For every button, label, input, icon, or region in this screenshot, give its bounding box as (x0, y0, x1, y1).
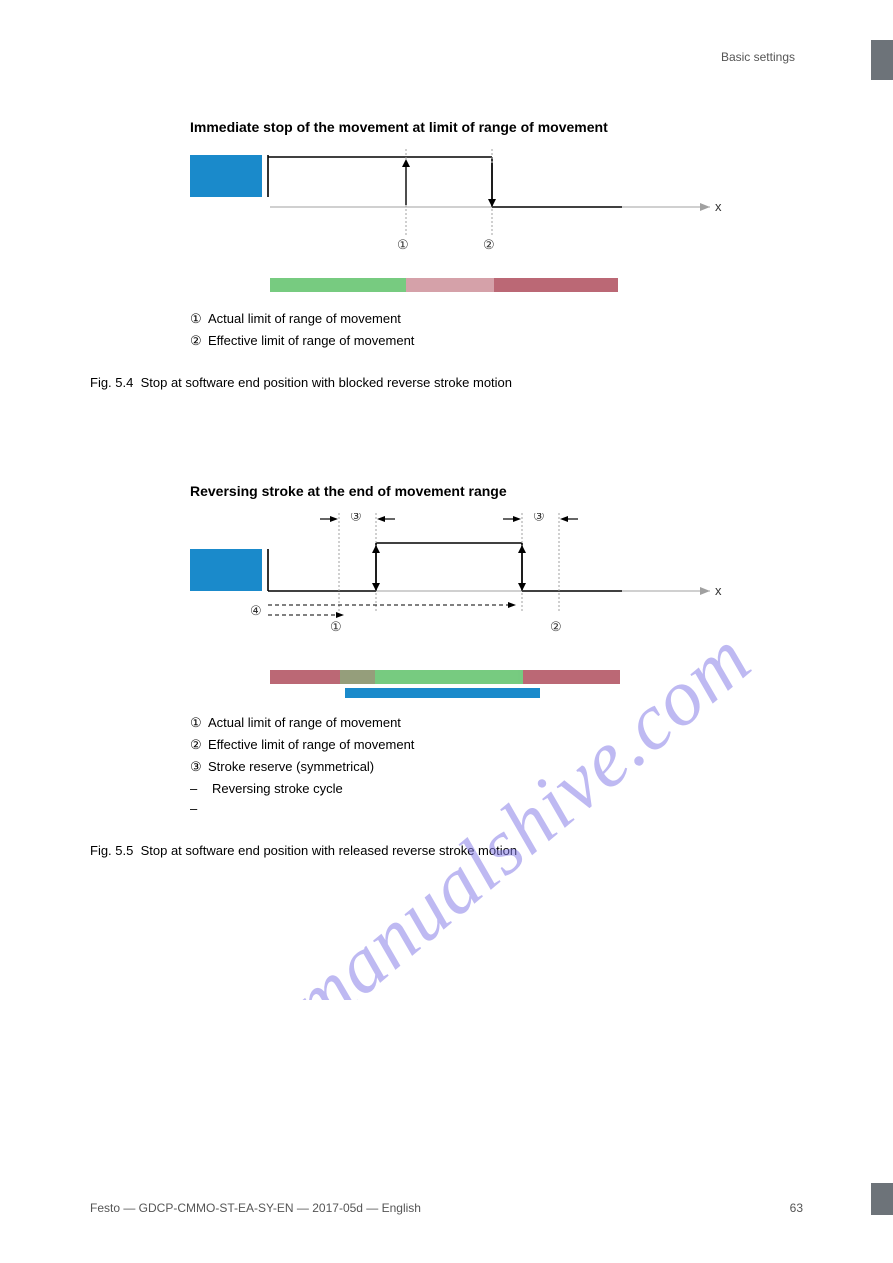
fig1-diagram: x ① ② (190, 149, 720, 303)
svg-text:①: ① (330, 619, 342, 634)
page-head: Basic settings (90, 50, 803, 64)
fig1-legend-2: ② Effective limit of range of movement (190, 331, 803, 351)
thumb-index-bottom (871, 1183, 893, 1215)
fig2-title: Reversing stroke at the end of movement … (190, 483, 803, 499)
fig1-legend: ① Actual limit of range of movement ② Ef… (190, 309, 803, 351)
footer-right: 63 (790, 1201, 803, 1215)
svg-text:②: ② (483, 237, 495, 252)
fig2-bars (190, 668, 730, 702)
fig1-legend-1: ① Actual limit of range of movement (190, 309, 803, 329)
fig2-legend-1: ① Actual limit of range of movement (190, 713, 803, 733)
fig1-bars (190, 274, 730, 298)
fig2-legend-2: ② Effective limit of range of movement (190, 735, 803, 755)
svg-text:①: ① (397, 237, 409, 252)
svg-text:③: ③ (533, 513, 545, 524)
fig2-svg: ③ ③ x (190, 513, 730, 663)
svg-text:④: ④ (250, 603, 262, 618)
svg-text:x: x (715, 583, 722, 598)
axis-x-label: x (715, 199, 722, 214)
footer-left: Festo — GDCP-CMMO-ST-EA-SY-EN — 2017-05d… (90, 1201, 421, 1215)
fig1-svg: x ① ② (190, 149, 730, 269)
fig2-legend-3: ③ Stroke reserve (symmetrical) (190, 757, 803, 777)
page-container: Basic settings Immediate stop of the mov… (0, 0, 893, 1263)
fig2-caption: Fig. 5.5 Stop at software end position w… (90, 841, 803, 861)
page-footer: Festo — GDCP-CMMO-ST-EA-SY-EN — 2017-05d… (90, 1201, 803, 1215)
fig1-caption: Fig. 5.4 Stop at software end position w… (90, 373, 803, 393)
fig1-title: Immediate stop of the movement at limit … (190, 119, 803, 135)
svg-text:③: ③ (350, 513, 362, 524)
fig2-legend: ① Actual limit of range of movement ② Ef… (190, 713, 803, 820)
fig2-diagram: ③ ③ x (190, 513, 720, 707)
svg-text:②: ② (550, 619, 562, 634)
fig2-legend-4: – – Reversing stroke cycle (190, 779, 803, 819)
thumb-index-top (871, 40, 893, 80)
